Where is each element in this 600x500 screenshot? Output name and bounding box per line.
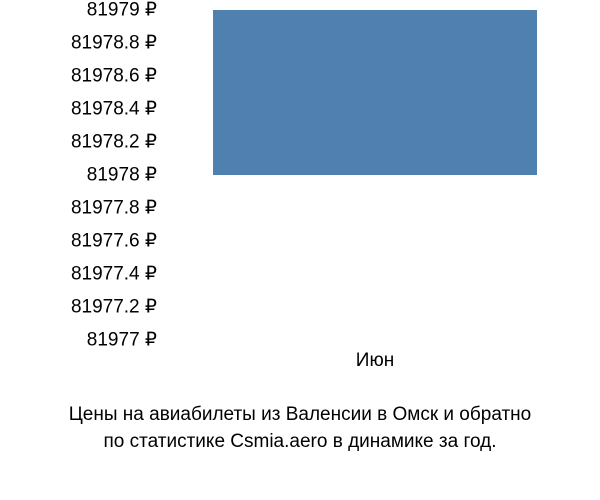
chart-caption: Цены на авиабилеты из Валенсии в Омск и …	[0, 402, 600, 455]
y-tick-label: 81979 ₽	[87, 0, 157, 22]
price-bar-chart: 81979 ₽81978.8 ₽81978.6 ₽81978.4 ₽81978.…	[0, 10, 600, 390]
y-tick-label: 81977 ₽	[87, 329, 157, 352]
x-tick-label: Июн	[356, 350, 394, 372]
y-axis: 81979 ₽81978.8 ₽81978.6 ₽81978.4 ₽81978.…	[0, 10, 165, 340]
y-tick-label: 81977.8 ₽	[71, 197, 157, 220]
y-tick-label: 81977.2 ₽	[71, 296, 157, 319]
y-tick-label: 81977.6 ₽	[71, 230, 157, 253]
y-tick-label: 81978 ₽	[87, 164, 157, 187]
caption-line-1: Цены на авиабилеты из Валенсии в Омск и …	[0, 402, 600, 429]
y-tick-label: 81978.8 ₽	[71, 32, 157, 55]
plot-area	[180, 10, 570, 340]
y-tick-label: 81978.4 ₽	[71, 98, 157, 121]
y-tick-label: 81978.6 ₽	[71, 65, 157, 88]
bar	[213, 10, 537, 175]
caption-line-2: по статистике Csmia.aero в динамике за г…	[0, 429, 600, 456]
y-tick-label: 81978.2 ₽	[71, 131, 157, 154]
y-tick-label: 81977.4 ₽	[71, 263, 157, 286]
